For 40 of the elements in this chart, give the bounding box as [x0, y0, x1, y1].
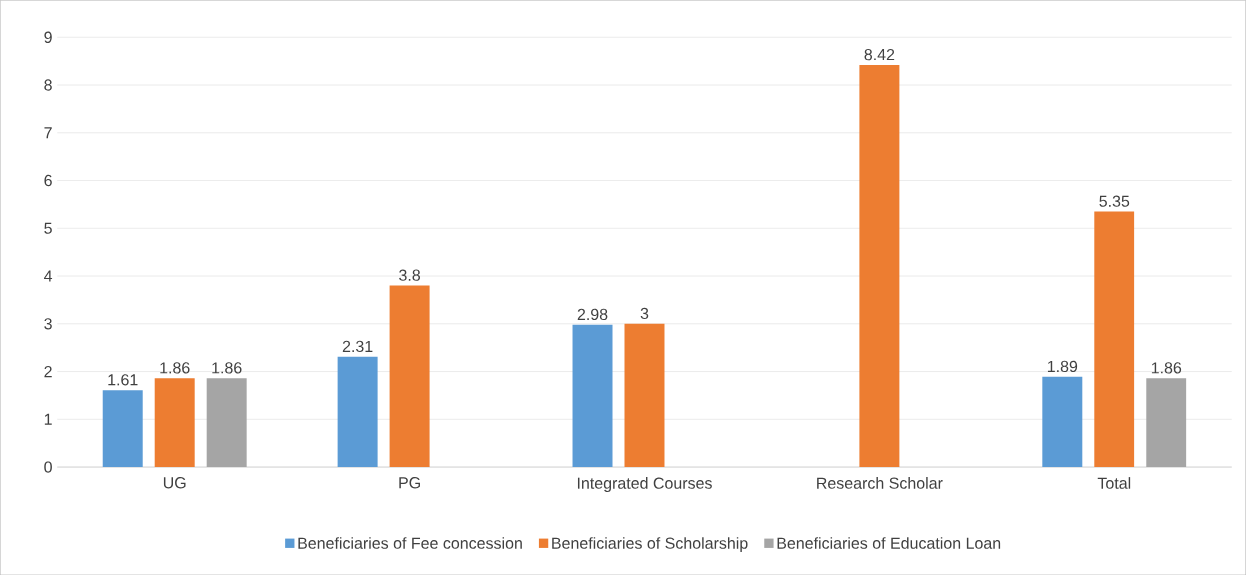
- legend-label: Beneficiaries of Education Loan: [777, 537, 1001, 549]
- y-tick-label: 0: [44, 461, 52, 473]
- y-tick-label: 3: [44, 318, 52, 330]
- y-tick-label: 8: [44, 79, 52, 91]
- data-label: 3.8: [399, 269, 421, 281]
- bar: [206, 378, 247, 467]
- bar: [1146, 378, 1187, 467]
- data-label: 2.98: [577, 308, 608, 320]
- x-tick-label: UG: [163, 476, 186, 489]
- data-label: 3: [640, 307, 649, 319]
- data-label: 5.35: [1099, 195, 1130, 207]
- y-tick-label: 5: [44, 222, 52, 234]
- x-tick-label: PG: [399, 476, 420, 489]
- y-tick-label: 4: [44, 270, 53, 282]
- data-label: 1.86: [1151, 362, 1182, 374]
- bar: [102, 390, 143, 467]
- y-tick-label: 6: [44, 174, 52, 187]
- legend-label: Beneficiaries of Fee concession: [298, 537, 522, 549]
- bar: [859, 64, 900, 467]
- bar: [1094, 211, 1135, 467]
- y-tick-label: 1: [44, 413, 52, 425]
- x-tick-label: Research Scholar: [817, 476, 943, 489]
- data-label: 1.86: [160, 362, 190, 374]
- y-tick-label: 7: [44, 127, 52, 139]
- data-label: 2.31: [342, 340, 373, 352]
- x-tick-label: Total: [1097, 476, 1131, 489]
- data-label: 1.89: [1047, 360, 1078, 372]
- data-label: 1.61: [108, 374, 138, 386]
- bar: [389, 285, 430, 467]
- y-tick-label: 2: [44, 365, 52, 377]
- bar: [337, 356, 378, 467]
- legend-label: Beneficiaries of Scholarship: [552, 537, 748, 552]
- bar: [624, 323, 665, 467]
- data-label: 1.86: [212, 362, 242, 374]
- data-label: 8.42: [864, 48, 895, 61]
- x-tick-label: Integrated Courses: [577, 476, 712, 492]
- bar: [1042, 376, 1083, 467]
- y-tick-label: 9: [44, 31, 52, 43]
- bar: [572, 324, 613, 467]
- bar: [154, 378, 195, 467]
